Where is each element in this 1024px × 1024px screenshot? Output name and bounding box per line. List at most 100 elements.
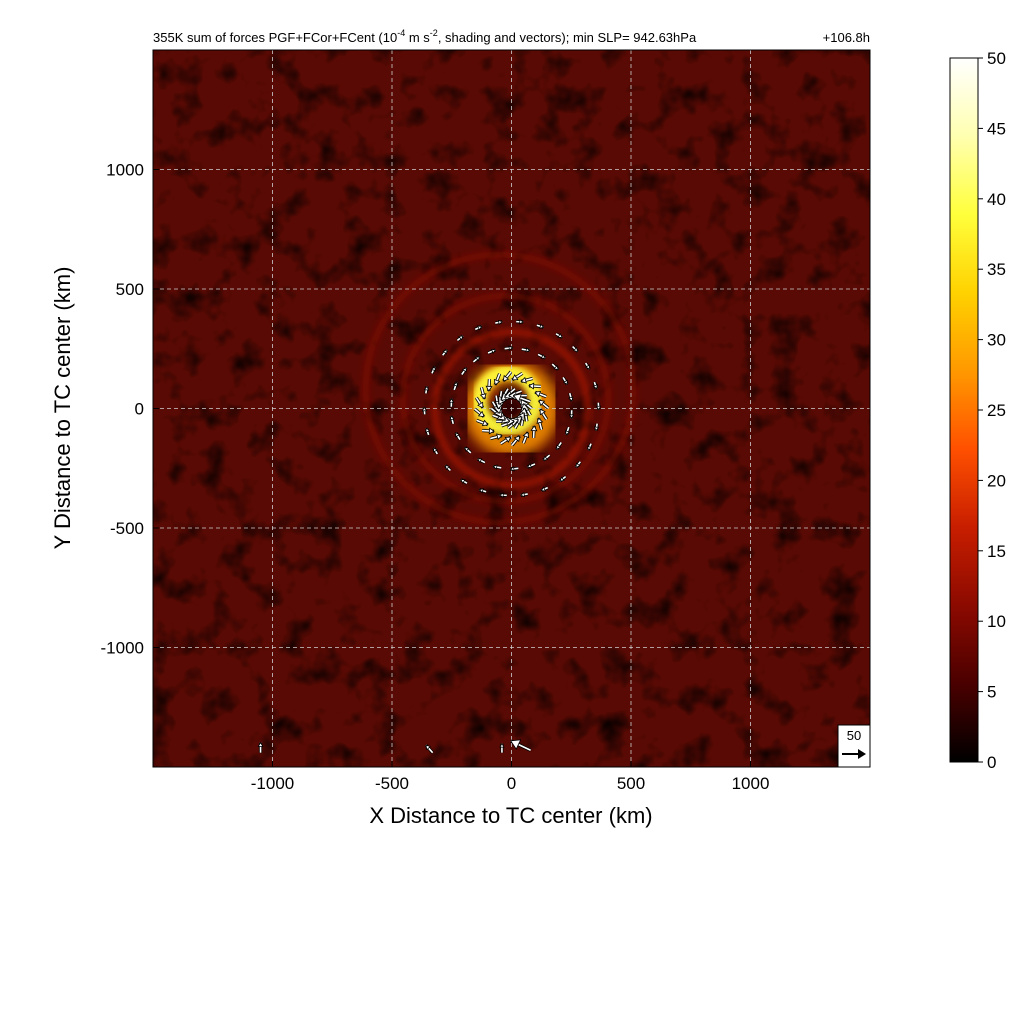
y-tick-label: 1000 <box>106 161 144 180</box>
colorbar-tick-label: 50 <box>987 49 1006 68</box>
force-vector <box>452 381 459 391</box>
force-vector <box>460 478 468 485</box>
force-vector <box>574 460 582 469</box>
force-vector <box>561 376 569 386</box>
x-tick-label: 0 <box>507 774 516 793</box>
reference-vector-label: 50 <box>847 728 861 743</box>
force-vector <box>421 406 428 415</box>
reference-vector-box: 50 <box>837 724 871 768</box>
force-vector <box>502 370 513 382</box>
force-vector <box>538 399 550 410</box>
rainband <box>399 292 612 505</box>
x-tick-label: -500 <box>375 774 409 793</box>
force-vector <box>472 355 481 364</box>
force-vector <box>448 397 455 407</box>
x-axis-label: X Distance to TC center (km) <box>369 803 652 828</box>
force-vector <box>494 319 503 326</box>
force-vector <box>568 410 575 420</box>
colorbar-tick-label: 45 <box>987 119 1006 138</box>
colorbar-tick-label: 5 <box>987 683 996 702</box>
y-tick-label: 500 <box>116 280 144 299</box>
force-vector <box>516 319 524 325</box>
force-vector <box>584 362 591 370</box>
colorbar-tick-label: 15 <box>987 542 1006 561</box>
force-vector <box>424 744 434 754</box>
force-vector <box>474 396 485 409</box>
force-vectors <box>257 319 602 754</box>
force-vector <box>551 362 560 371</box>
force-vector <box>432 447 439 455</box>
force-vector <box>481 427 495 435</box>
force-vector <box>423 385 430 394</box>
force-vector <box>568 392 574 402</box>
force-vector <box>593 423 600 432</box>
force-vector <box>536 417 544 431</box>
force-vector <box>456 334 464 342</box>
title-exp1: -4 <box>397 28 405 38</box>
colorbar-tick-label: 30 <box>987 331 1006 350</box>
force-vector <box>540 486 549 492</box>
force-vector <box>476 418 489 427</box>
colorbar-tick-label: 10 <box>987 612 1006 631</box>
force-vector <box>454 431 462 441</box>
force-vector <box>536 323 545 329</box>
plot-area <box>153 50 870 767</box>
force-vector <box>559 475 567 483</box>
force-vector <box>460 366 468 376</box>
reference-arrowhead <box>858 749 866 759</box>
title-mid: m s <box>405 30 430 45</box>
force-vector <box>257 741 264 753</box>
force-vector <box>526 462 536 469</box>
colorbar-ticks: 0 5 10 15 20 25 30 35 40 45 50 <box>978 49 1006 772</box>
force-vector <box>510 435 521 447</box>
force-vector <box>463 446 472 455</box>
force-vector <box>512 393 531 404</box>
force-vector <box>555 441 563 451</box>
chart-title: 355K sum of forces PGF+FCor+FCent (10-4 … <box>153 28 697 45</box>
rainband <box>362 251 637 526</box>
x-tick-label: -1000 <box>251 774 294 793</box>
force-vector <box>528 382 542 390</box>
force-vector <box>499 435 512 446</box>
force-vector <box>492 464 502 470</box>
force-vector <box>571 345 579 353</box>
x-tick-label: 500 <box>617 774 645 793</box>
force-vector <box>478 488 487 494</box>
force-vector <box>542 453 551 462</box>
force-vector <box>595 402 602 411</box>
chart-time: +106.8h <box>823 30 870 45</box>
force-vector <box>555 332 563 339</box>
colorbar-tick-label: 25 <box>987 401 1006 420</box>
force-vector <box>586 443 593 451</box>
force-vector <box>504 345 514 351</box>
force-vector <box>485 378 493 392</box>
force-vector <box>474 325 483 331</box>
colorbar-tick-label: 0 <box>987 753 996 772</box>
force-vector <box>511 371 524 382</box>
force-vector <box>430 366 437 374</box>
force-vector <box>538 408 549 421</box>
colorbar-tick-label: 40 <box>987 190 1006 209</box>
title-suffix: , shading and vectors); min SLP= 942.63h… <box>438 30 697 45</box>
force-vector <box>487 348 497 355</box>
grid-lines <box>153 50 870 767</box>
force-vector <box>509 466 519 472</box>
force-vector <box>534 390 547 399</box>
force-vector <box>520 376 534 384</box>
y-axis-label: Y Distance to TC center (km) <box>50 267 75 550</box>
y-tick-label: 0 <box>135 400 144 419</box>
force-vector <box>521 431 530 444</box>
y-tick-label: -1000 <box>101 639 144 658</box>
force-vector <box>441 348 449 357</box>
colorbar-tick-label: 35 <box>987 260 1006 279</box>
colorbar <box>949 57 979 763</box>
force-vector <box>489 433 503 441</box>
force-vector <box>521 347 531 353</box>
colorbar-tick-label: 20 <box>987 471 1006 490</box>
x-axis-ticks: -1000 -500 0 500 1000 <box>251 761 769 793</box>
y-tick-label: -500 <box>110 519 144 538</box>
force-vector <box>592 381 599 390</box>
force-vector <box>520 491 529 498</box>
force-vector <box>477 457 486 464</box>
